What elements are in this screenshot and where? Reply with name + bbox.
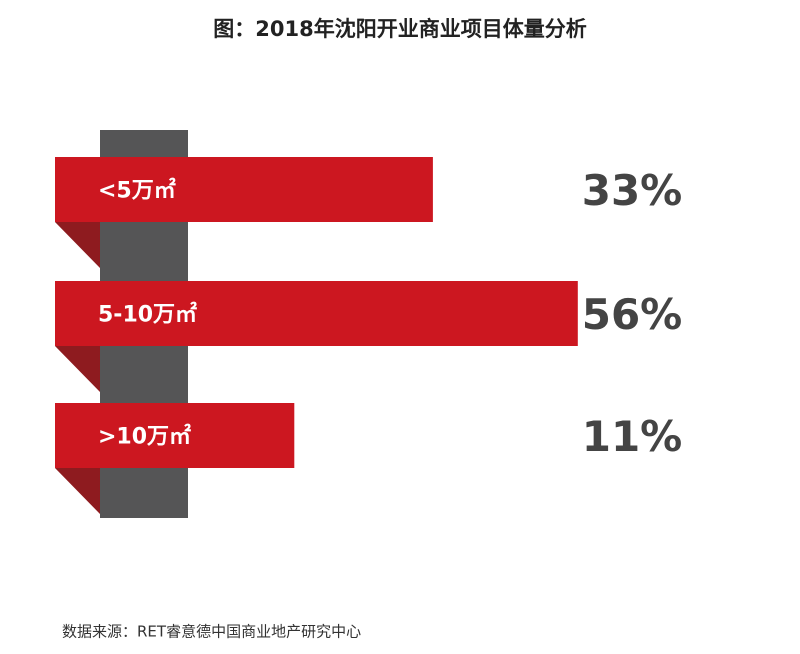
bar-fold — [55, 468, 100, 514]
bar-fold — [55, 346, 100, 392]
value-label: 56% — [582, 290, 683, 339]
bar — [55, 157, 433, 222]
bar — [55, 403, 295, 468]
bar-fold — [55, 222, 100, 268]
value-label: 11% — [582, 412, 683, 461]
chart-title: 图：2018年沈阳开业商业项目体量分析 — [213, 17, 586, 41]
category-label: <5万㎡ — [98, 178, 176, 204]
bar — [55, 281, 578, 346]
source-note: 数据来源：RET睿意德中国商业地产研究中心 — [62, 623, 361, 641]
value-label: 33% — [582, 166, 683, 215]
category-label: 5-10万㎡ — [98, 302, 197, 328]
category-label: >10万㎡ — [98, 424, 191, 450]
